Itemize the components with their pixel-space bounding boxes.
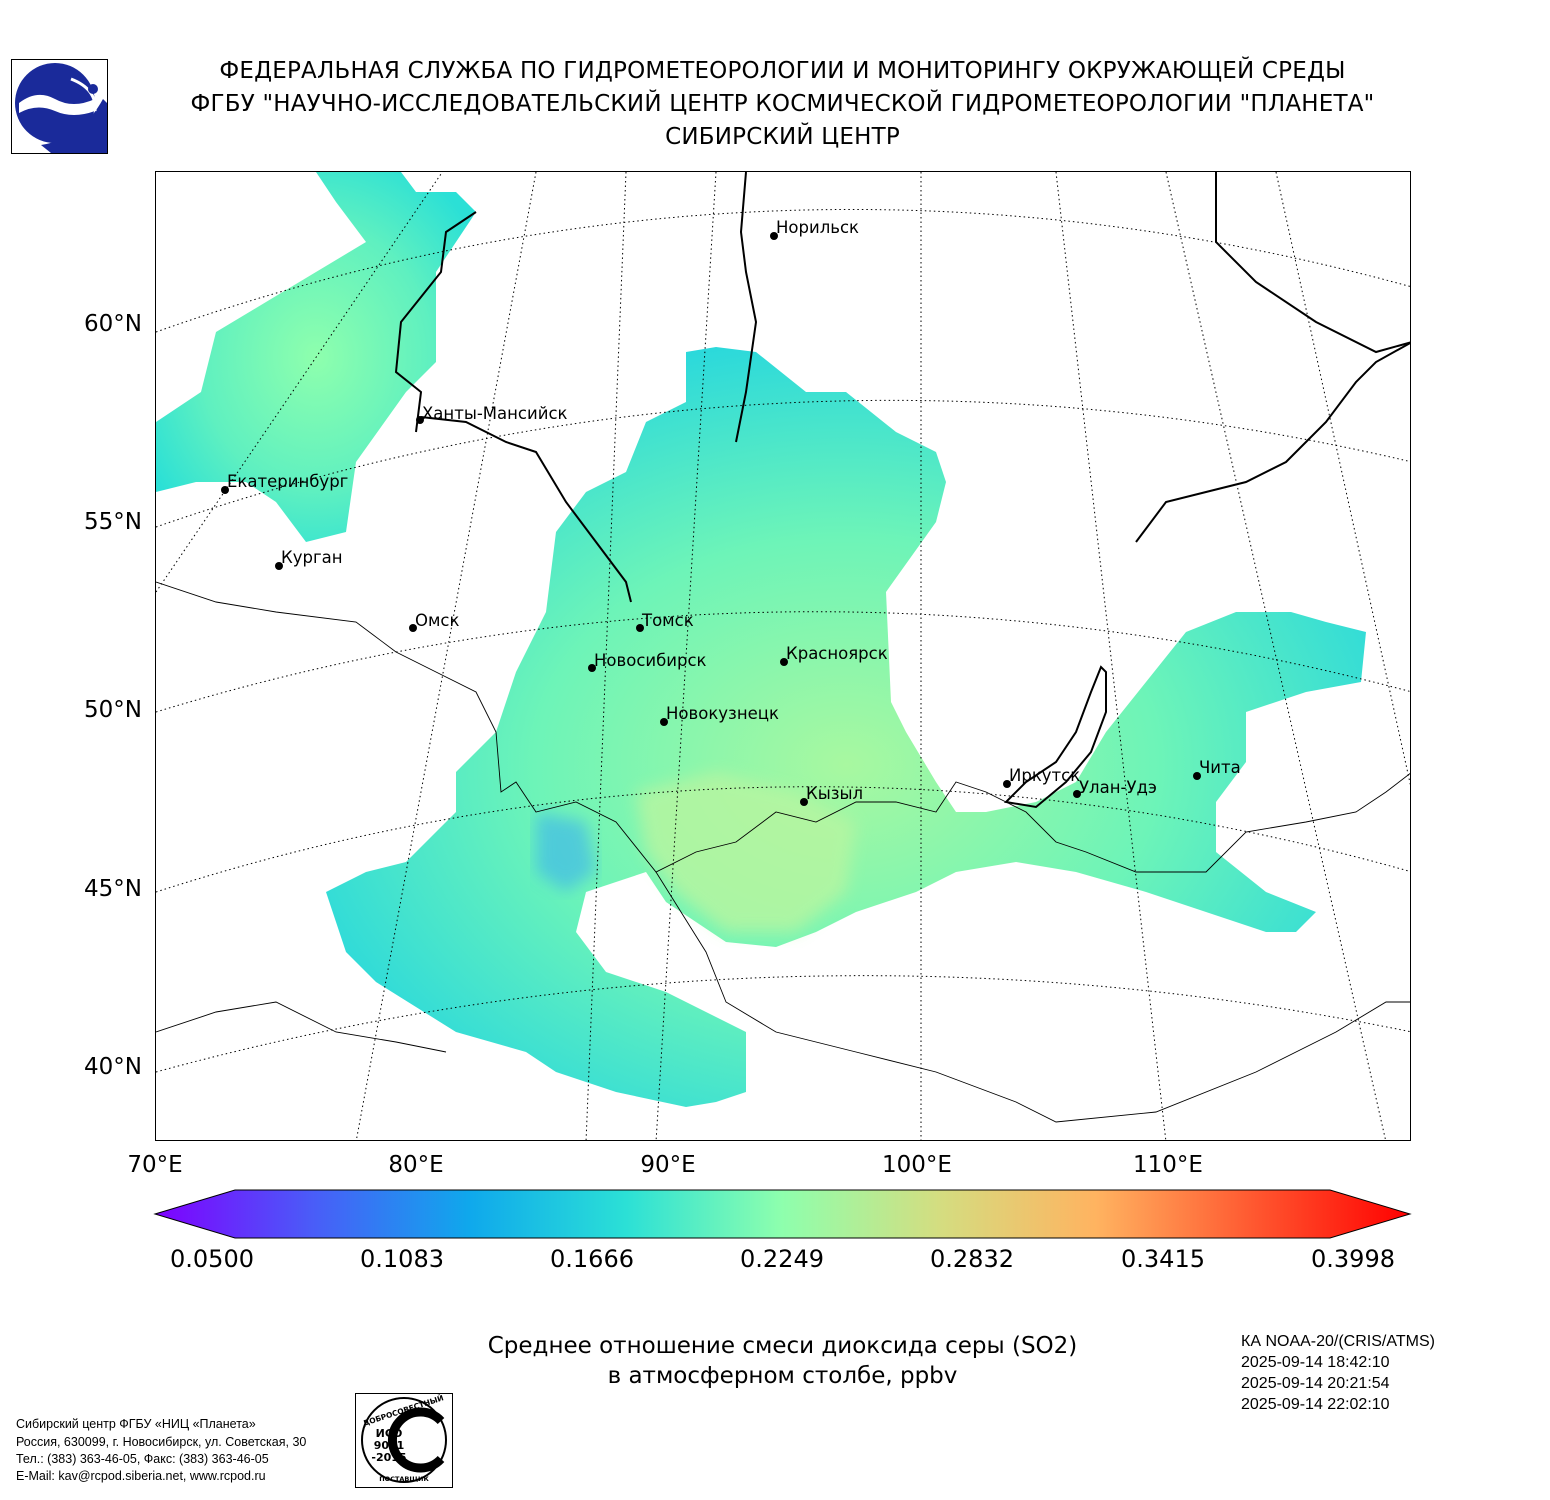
lat-label-50: 50°N	[84, 697, 142, 723]
colorbar-tick-6: 0.3998	[1311, 1245, 1395, 1273]
lon-label-90: 90°E	[640, 1152, 696, 1178]
city-dot-kyzyl	[800, 798, 808, 806]
satellite-time-2: 2025-09-14 20:21:54	[1241, 1375, 1390, 1392]
lat-label-60: 60°N	[84, 311, 142, 337]
city-dot-novosibirsk	[588, 664, 596, 672]
iso-stamp-bottom-text: ПОСТАВЩИК	[379, 1475, 429, 1483]
map-canvas	[156, 172, 1410, 1140]
city-dot-novokuznetsk	[660, 718, 668, 726]
city-label-kurgan: Курган	[281, 548, 343, 567]
header-title-line1: ФЕДЕРАЛЬНАЯ СЛУЖБА ПО ГИДРОМЕТЕОРОЛОГИИ …	[219, 58, 1346, 84]
so2-field-blue-patch	[536, 812, 596, 892]
city-dot-krasnoyarsk	[780, 658, 788, 666]
product-title-line1: Среднее отношение смеси диоксида серы (S…	[487, 1333, 1078, 1359]
header-title-line3: СИБИРСКИЙ ЦЕНТР	[665, 124, 900, 150]
lat-label-55: 55°N	[84, 509, 142, 535]
city-label-yekaterinburg: Екатеринбург	[227, 472, 349, 491]
lon-label-100: 100°E	[882, 1152, 952, 1178]
product-title-line2: в атмосферном столбе, ppbv	[607, 1363, 958, 1389]
org-info-line2: Россия, 630099, г. Новосибирск, ул. Сове…	[16, 1435, 307, 1449]
org-info-line3: Тел.: (383) 363-46-05, Факс: (383) 363-4…	[16, 1452, 269, 1466]
city-label-novosibirsk: Новосибирск	[594, 651, 707, 670]
lon-label-80: 80°E	[388, 1152, 444, 1178]
city-label-irkutsk: Иркутск	[1009, 766, 1081, 785]
lon-label-70: 70°E	[127, 1152, 183, 1178]
borders	[156, 581, 1410, 1123]
lon-label-110: 110°E	[1133, 1152, 1203, 1178]
iso-stamp-standard: ИСО	[376, 1427, 403, 1440]
org-info-line4: E-Mail: kav@rcpod.siberia.net, www.rcpod…	[16, 1469, 266, 1483]
iso-stamp-number: 9001	[374, 1439, 405, 1452]
city-label-chita: Чита	[1199, 758, 1241, 777]
colorbar-tick-2: 0.1666	[550, 1245, 634, 1273]
city-markers	[221, 232, 1201, 806]
so2-field-hotspot	[636, 772, 856, 932]
city-label-novokuznetsk: Новокузнецк	[666, 704, 779, 723]
colorbar-tick-4: 0.2832	[930, 1245, 1014, 1273]
city-dot-tomsk	[636, 624, 644, 632]
satellite-time-1: 2025-09-14 18:42:10	[1241, 1354, 1390, 1371]
satellite-name: КА NOAA-20/(CRIS/ATMS)	[1241, 1333, 1435, 1350]
org-info-line1: Сибирский центр ФГБУ «НИЦ «Планета»	[16, 1417, 256, 1431]
city-label-tomsk: Томск	[642, 611, 694, 630]
city-label-ulan-ude: Улан-Удэ	[1079, 778, 1157, 797]
colorbar-tick-3: 0.2249	[740, 1245, 824, 1273]
city-label-krasnoyarsk: Красноярск	[786, 644, 888, 663]
colorbar-tick-5: 0.3415	[1121, 1245, 1205, 1273]
colorbar-tick-1: 0.1083	[360, 1245, 444, 1273]
rivers-coastline	[394, 172, 1410, 809]
planeta-logo-icon	[11, 59, 108, 154]
city-label-norilsk: Норильск	[776, 218, 860, 237]
city-label-kyzyl: Кызыл	[806, 784, 864, 803]
colorbar	[153, 1189, 1412, 1239]
city-dot-omsk	[409, 624, 417, 632]
so2-field-central	[326, 347, 1366, 1107]
city-dot-kurgan	[275, 562, 283, 570]
header-title-line2: ФГБУ "НАУЧНО-ИССЛЕДОВАТЕЛЬСКИЙ ЦЕНТР КОС…	[190, 91, 1375, 117]
lat-label-40: 40°N	[84, 1054, 142, 1080]
city-dot-yekaterinburg	[221, 486, 229, 494]
city-dot-khanty	[416, 416, 424, 424]
iso-certification-stamp-icon: ДОБРОСОВЕСТНЫЙ ИСО 9001 -2015 ПОСТАВЩИК	[355, 1393, 453, 1488]
colorbar-tick-0: 0.0500	[170, 1245, 254, 1273]
city-label-khanty-mansiysk: Ханты-Мансийск	[422, 404, 568, 423]
satellite-time-3: 2025-09-14 22:02:10	[1241, 1396, 1390, 1413]
city-dot-irkutsk	[1003, 780, 1011, 788]
graticule	[156, 172, 1410, 1140]
map-panel: Норильск Ханты-Мансийск Екатеринбург Кур…	[155, 171, 1411, 1141]
city-dot-chita	[1193, 772, 1201, 780]
lat-label-45: 45°N	[84, 876, 142, 902]
city-dot-norilsk	[770, 232, 778, 240]
iso-stamp-year: -2015	[371, 1451, 406, 1464]
city-label-omsk: Омск	[415, 611, 460, 630]
city-dot-ulanude	[1073, 790, 1081, 798]
